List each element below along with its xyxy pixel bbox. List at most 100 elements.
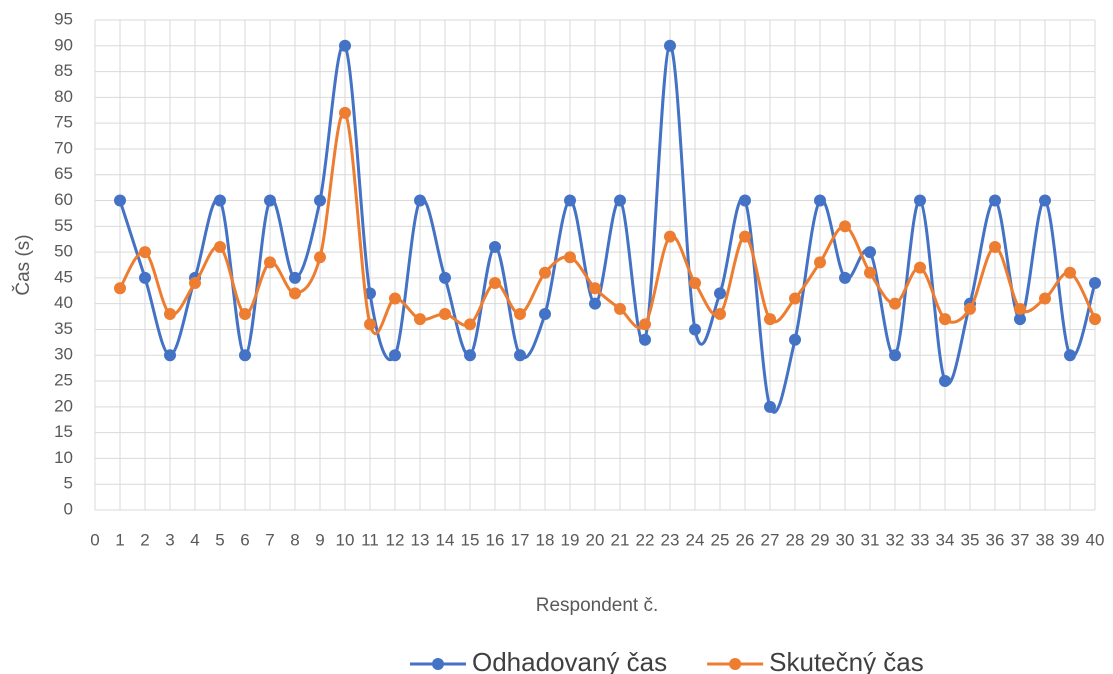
x-tick-label: 34 xyxy=(936,530,955,549)
x-tick-label: 33 xyxy=(911,530,930,549)
data-point xyxy=(589,282,601,295)
x-tick-label: 21 xyxy=(611,530,630,549)
data-point xyxy=(614,194,626,207)
data-point xyxy=(514,349,526,362)
x-tick-label: 23 xyxy=(661,530,680,549)
x-tick-label: 0 xyxy=(90,530,99,549)
x-tick-label: 26 xyxy=(736,530,755,549)
data-point xyxy=(714,287,726,300)
y-tick-label: 45 xyxy=(54,267,73,286)
data-point xyxy=(864,246,876,259)
x-tick-label: 30 xyxy=(836,530,855,549)
x-tick-label: 24 xyxy=(686,530,705,549)
x-tick-label: 37 xyxy=(1011,530,1030,549)
data-point xyxy=(1014,313,1026,326)
x-tick-label: 15 xyxy=(461,530,480,549)
y-tick-label: 90 xyxy=(54,35,73,54)
x-tick-label: 40 xyxy=(1086,530,1105,549)
data-point xyxy=(814,256,826,269)
data-point xyxy=(489,240,501,253)
data-point xyxy=(1089,277,1101,290)
y-axis-label: Čas (s) xyxy=(12,234,34,295)
data-point xyxy=(1089,313,1101,326)
data-point xyxy=(939,375,951,388)
data-point xyxy=(439,271,451,284)
x-tick-label: 31 xyxy=(861,530,880,549)
data-point xyxy=(589,297,601,310)
data-point xyxy=(289,271,301,284)
y-tick-label: 75 xyxy=(54,113,73,132)
x-tick-label: 14 xyxy=(436,530,455,549)
x-tick-label: 25 xyxy=(711,530,730,549)
y-tick-label: 30 xyxy=(54,345,73,364)
data-point xyxy=(989,194,1001,207)
data-point xyxy=(464,349,476,362)
y-tick-label: 55 xyxy=(54,216,73,235)
data-point xyxy=(264,194,276,207)
x-tick-label: 32 xyxy=(886,530,905,549)
data-point xyxy=(239,349,251,362)
x-tick-label: 1 xyxy=(115,530,124,549)
x-tick-label: 19 xyxy=(561,530,580,549)
data-point xyxy=(689,277,701,290)
y-tick-label: 65 xyxy=(54,164,73,183)
x-tick-label: 2 xyxy=(140,530,149,549)
y-tick-label: 25 xyxy=(54,371,73,390)
y-tick-label: 95 xyxy=(54,9,73,28)
x-tick-label: 5 xyxy=(215,530,224,549)
y-tick-label: 20 xyxy=(54,396,73,415)
data-point xyxy=(339,106,351,119)
data-point xyxy=(789,333,801,346)
data-point xyxy=(314,194,326,207)
data-point xyxy=(939,313,951,326)
data-point xyxy=(989,240,1001,253)
x-tick-label: 10 xyxy=(336,530,355,549)
x-tick-label: 11 xyxy=(361,530,379,549)
x-tick-label: 20 xyxy=(586,530,605,549)
data-point xyxy=(764,313,776,326)
data-point xyxy=(564,194,576,207)
data-point xyxy=(664,230,676,243)
data-point xyxy=(639,333,651,346)
data-point xyxy=(539,308,551,320)
data-point xyxy=(214,194,226,207)
data-point xyxy=(289,287,301,300)
x-tick-label: 39 xyxy=(1061,530,1080,549)
x-axis-label: Respondent č. xyxy=(536,595,659,616)
x-tick-label: 4 xyxy=(190,530,199,549)
data-point xyxy=(364,318,376,331)
data-point xyxy=(139,246,151,259)
x-tick-label: 18 xyxy=(536,530,555,549)
data-point xyxy=(914,261,926,274)
x-tick-label: 29 xyxy=(811,530,830,549)
y-tick-label: 50 xyxy=(54,242,73,261)
x-tick-label: 36 xyxy=(986,530,1005,549)
y-tick-label: 70 xyxy=(54,138,73,157)
legend-marker xyxy=(729,658,742,670)
data-point xyxy=(264,256,276,269)
data-point xyxy=(314,251,326,264)
data-point xyxy=(739,230,751,243)
data-point xyxy=(889,349,901,362)
data-point xyxy=(439,308,451,320)
data-point xyxy=(789,292,801,305)
data-point xyxy=(389,292,401,305)
x-tick-label: 35 xyxy=(961,530,980,549)
y-tick-label: 35 xyxy=(54,319,73,338)
x-tick-label: 9 xyxy=(315,530,324,549)
data-point xyxy=(739,194,751,207)
y-tick-label: 15 xyxy=(54,422,73,441)
data-point xyxy=(764,400,776,413)
x-tick-label: 28 xyxy=(786,530,805,549)
data-point xyxy=(1064,266,1076,279)
legend-marker xyxy=(432,658,444,670)
data-point xyxy=(414,313,426,326)
x-tick-label: 8 xyxy=(290,530,299,549)
data-point xyxy=(414,194,426,207)
data-point xyxy=(1014,302,1026,315)
data-point xyxy=(114,282,126,295)
y-tick-label: 10 xyxy=(54,448,73,467)
data-point xyxy=(689,323,701,336)
data-point xyxy=(339,39,351,52)
